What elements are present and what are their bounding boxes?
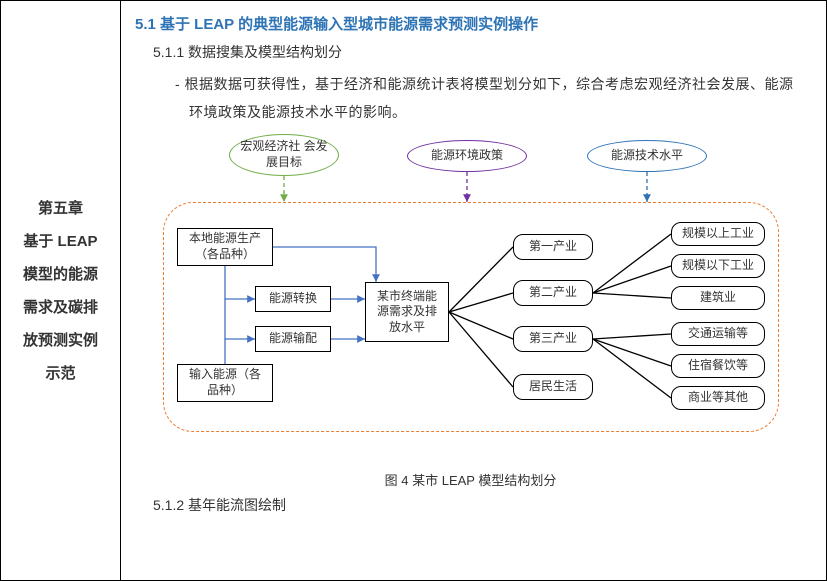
node-r2: 规模以下工业	[671, 254, 765, 278]
box-demand-level: 某市终端能 源需求及排 放水平	[365, 282, 449, 342]
chapter-line: 放预测实例	[23, 332, 98, 349]
node-r5: 住宿餐饮等	[671, 354, 765, 378]
box-local-prod: 本地能源生产 （各品种）	[177, 228, 273, 266]
leap-diagram: 宏观经济社 会发展目标 能源环境政策 能源技术水平本地能源生产 （各品种） 能源转换能…	[151, 134, 791, 464]
chapter-title: 第五章 基于 LEAP 模型的能源 需求及碳排 放预测实例 示范	[23, 192, 98, 390]
chapter-line: 基于 LEAP	[23, 233, 97, 250]
chapter-line: 示范	[45, 365, 75, 382]
box-energy-dist: 能源输配	[255, 326, 331, 352]
node-r3: 建筑业	[671, 286, 765, 310]
subsection-title-2: 5.1.2 基年能流图绘制	[153, 495, 806, 515]
node-ind2: 第二产业	[513, 280, 593, 306]
document-page: 第五章 基于 LEAP 模型的能源 需求及碳排 放预测实例 示范 5.1 基于 …	[0, 0, 827, 581]
main-content: 5.1 基于 LEAP 的典型能源输入型城市能源需求预测实例操作 5.1.1 数…	[121, 1, 826, 580]
section-title: 5.1 基于 LEAP 的典型能源输入型城市能源需求预测实例操作	[135, 13, 806, 34]
chapter-line: 需求及碳排	[23, 299, 98, 316]
box-import-energy: 输入能源（各 品种）	[177, 364, 273, 402]
subsection-title-1: 5.1.1 数据搜集及模型结构划分	[153, 42, 806, 62]
node-r6: 商业等其他	[671, 386, 765, 410]
oval-top-tech: 能源技术水平	[587, 140, 707, 172]
node-ind1: 第一产业	[513, 234, 593, 260]
body-paragraph: - 根据数据可获得性，基于经济和能源统计表将模型划分如下，综合考虑宏观经济社会发…	[189, 70, 806, 126]
node-life: 居民生活	[513, 374, 593, 400]
figure-caption: 图 4 某市 LEAP 模型结构划分	[135, 470, 806, 489]
node-r4: 交通运输等	[671, 322, 765, 346]
oval-top-macro: 宏观经济社 会发展目标	[229, 134, 339, 176]
chapter-line: 第五章	[38, 200, 83, 217]
chapter-sidebar: 第五章 基于 LEAP 模型的能源 需求及碳排 放预测实例 示范	[1, 1, 121, 580]
chapter-line: 模型的能源	[23, 266, 98, 283]
node-r1: 规模以上工业	[671, 222, 765, 246]
oval-top-policy: 能源环境政策	[407, 140, 527, 172]
box-energy-conv: 能源转换	[255, 286, 331, 312]
node-ind3: 第三产业	[513, 326, 593, 352]
